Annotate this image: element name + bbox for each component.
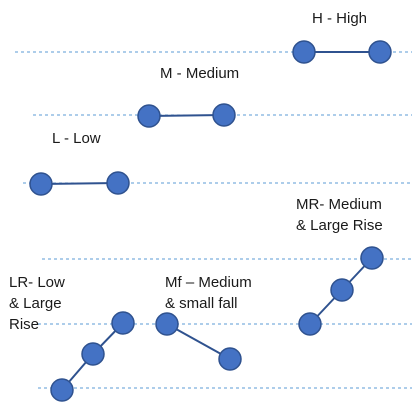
connector	[40, 182, 119, 185]
pattern-medium-small-fall	[155, 312, 242, 371]
label-line: LR- Low	[9, 274, 65, 291]
node	[111, 311, 135, 335]
node	[50, 378, 74, 402]
pattern-medium-large-rise	[298, 246, 384, 336]
label-line: & Large	[9, 295, 62, 312]
pattern-low-large-rise	[50, 311, 135, 402]
node	[137, 104, 161, 128]
label-line: Rise	[9, 316, 40, 333]
label-line: Mf – Medium	[165, 274, 252, 291]
node	[212, 103, 236, 127]
label-medium: M - Medium	[160, 65, 240, 82]
pattern-medium	[137, 103, 236, 128]
node	[155, 312, 179, 336]
node	[106, 171, 130, 195]
node	[29, 172, 53, 196]
label-low: L - Low	[52, 130, 101, 147]
label-medium-large-rise: MR- Medium & Large Rise	[296, 194, 383, 236]
label-high: H - High	[312, 10, 368, 27]
node	[81, 342, 105, 366]
label-line: & Large Rise	[296, 217, 383, 234]
node	[330, 278, 354, 302]
pattern-high	[292, 40, 392, 64]
node	[218, 347, 242, 371]
label-line: MR- Medium	[296, 196, 382, 213]
node	[360, 246, 384, 270]
label-line: & small fall	[165, 295, 238, 312]
label-medium-small-fall: Mf – Medium & small fall	[165, 272, 252, 314]
pattern-low	[29, 171, 130, 196]
label-low-large-rise: LR- Low & Large Rise	[9, 272, 65, 335]
connector	[148, 114, 225, 117]
node	[298, 312, 322, 336]
connector	[166, 323, 231, 360]
node	[368, 40, 392, 64]
node	[292, 40, 316, 64]
